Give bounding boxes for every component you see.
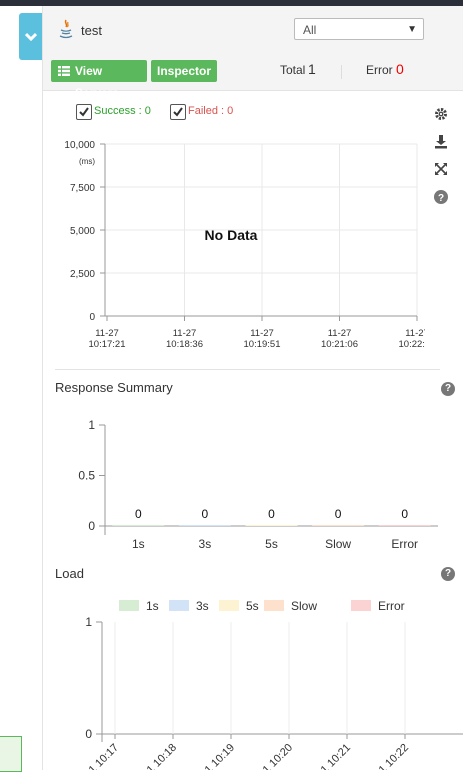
help-icon[interactable]: ? — [434, 190, 450, 206]
failed-checkbox[interactable] — [170, 104, 186, 120]
x-tick-label: 3s — [199, 537, 212, 551]
bar-error — [378, 525, 431, 526]
view-servers-label: View Servers — [75, 64, 120, 100]
bar-5s — [245, 525, 298, 526]
section-divider — [55, 369, 440, 370]
x-tick-time: 10:17:21 — [89, 339, 126, 350]
x-tick-label: Slow — [325, 537, 351, 551]
x-tick-label: 1 10:17 — [87, 742, 121, 770]
x-tick-label: 1 10:22 — [377, 742, 411, 770]
total-label: Total — [280, 63, 306, 77]
gear-icon[interactable] — [434, 107, 450, 123]
y-tick-label: 0 — [88, 519, 95, 533]
app-header: test All ▼ — [43, 6, 463, 54]
top-bar — [0, 0, 463, 6]
checkmark-icon — [173, 107, 183, 117]
y-axis-unit: (ms) — [79, 157, 95, 166]
y-tick-label: 5,000 — [70, 226, 95, 237]
download-icon[interactable] — [434, 135, 450, 151]
y-tick-label: 0 — [89, 312, 95, 323]
toolbar-divider — [341, 65, 342, 79]
legend-label: 3s — [196, 599, 209, 613]
y-tick-label: 0 — [85, 727, 92, 741]
legend-label: 5s — [246, 599, 259, 613]
y-tick-label: 1 — [88, 418, 95, 432]
x-tick-label: 1 10:20 — [261, 742, 295, 770]
x-tick-label: 1 10:18 — [145, 742, 179, 770]
checkmark-icon — [79, 107, 89, 117]
list-icon — [58, 66, 70, 76]
response-summary-bar-chart[interactable]: 0 0.5 1 0 1s 0 3s 0 5s 0 Slow 0 Error — [55, 410, 440, 555]
agent-select-value: All — [303, 23, 317, 37]
legend-label: Error — [378, 599, 405, 613]
y-tick-label: 0.5 — [78, 469, 95, 483]
toolbar: View Servers Inspector Total 1 Error 0 — [43, 53, 463, 100]
load-title: Load — [55, 566, 84, 581]
bar-3s — [178, 525, 231, 526]
bar-value-label: 0 — [135, 507, 142, 521]
x-tick-time: 10:22:21 — [399, 339, 425, 350]
y-tick-label: 10,000 — [64, 140, 95, 151]
y-tick-label: 1 — [85, 615, 92, 629]
chevron-down-icon — [24, 32, 37, 41]
legend-label: Slow — [291, 599, 317, 613]
y-tick-label: 2,500 — [70, 269, 95, 280]
java-icon — [59, 19, 73, 39]
bar-1s — [112, 525, 165, 526]
svg-text:?: ? — [438, 193, 444, 204]
view-servers-button[interactable]: View Servers — [51, 60, 147, 100]
help-icon[interactable]: ? — [441, 567, 455, 581]
sidebar-toggle-button[interactable] — [19, 13, 42, 60]
success-legend-label[interactable]: Success : 0 — [94, 105, 151, 117]
y-tick-label: 7,500 — [70, 183, 95, 194]
sidebar-bottom-tab[interactable] — [0, 736, 22, 772]
x-tick-label: 1s — [132, 537, 145, 551]
bar-value-label: 0 — [335, 507, 342, 521]
x-tick-label: 1 10:21 — [319, 742, 353, 770]
agent-select[interactable]: All ▼ — [294, 18, 424, 40]
bar-slow — [312, 525, 365, 526]
success-checkbox[interactable] — [76, 104, 92, 120]
fullscreen-icon[interactable] — [434, 162, 450, 178]
error-label: Error — [366, 63, 393, 77]
response-time-scatter-chart[interactable]: 02,5005,0007,50010,000(ms)11-2710:17:211… — [55, 132, 425, 362]
no-data-label: No Data — [205, 227, 258, 243]
legend-swatch-5s — [219, 600, 239, 611]
x-tick-date: 11-27 — [95, 328, 119, 339]
error-count: 0 — [396, 61, 404, 77]
x-tick-label: 1 10:19 — [203, 742, 237, 770]
application-name: test — [81, 23, 102, 38]
x-tick-date: 11-27 — [328, 328, 352, 339]
x-tick-label: Error — [391, 537, 418, 551]
x-tick-date: 11-27 — [405, 328, 425, 339]
caret-down-icon: ▼ — [407, 24, 417, 35]
legend-swatch-slow — [264, 600, 284, 611]
x-tick-date: 11-27 — [250, 328, 274, 339]
x-tick-time: 10:19:51 — [244, 339, 281, 350]
legend-swatch-1s — [119, 600, 139, 611]
help-icon[interactable]: ? — [441, 382, 455, 396]
x-tick-label: 5s — [265, 537, 278, 551]
legend-label: 1s — [146, 599, 159, 613]
legend-swatch-3s — [169, 600, 189, 611]
x-tick-time: 10:21:06 — [321, 339, 358, 350]
x-tick-time: 10:18:36 — [166, 339, 203, 350]
load-chart[interactable]: 1s 3s 5s Slow Error 0 1 1 10:17 1 10:18 1 10:19 1 … — [55, 592, 463, 770]
failed-legend-label[interactable]: Failed : 0 — [188, 105, 234, 117]
left-sidebar — [0, 6, 43, 770]
x-tick-date: 11-27 — [173, 328, 197, 339]
bar-value-label: 0 — [401, 507, 408, 521]
inspector-button[interactable]: Inspector — [151, 60, 217, 82]
response-summary-title: Response Summary — [55, 380, 173, 395]
bar-value-label: 0 — [268, 507, 275, 521]
bar-value-label: 0 — [202, 507, 209, 521]
total-count: 1 — [308, 61, 316, 77]
legend-swatch-error — [351, 600, 371, 611]
